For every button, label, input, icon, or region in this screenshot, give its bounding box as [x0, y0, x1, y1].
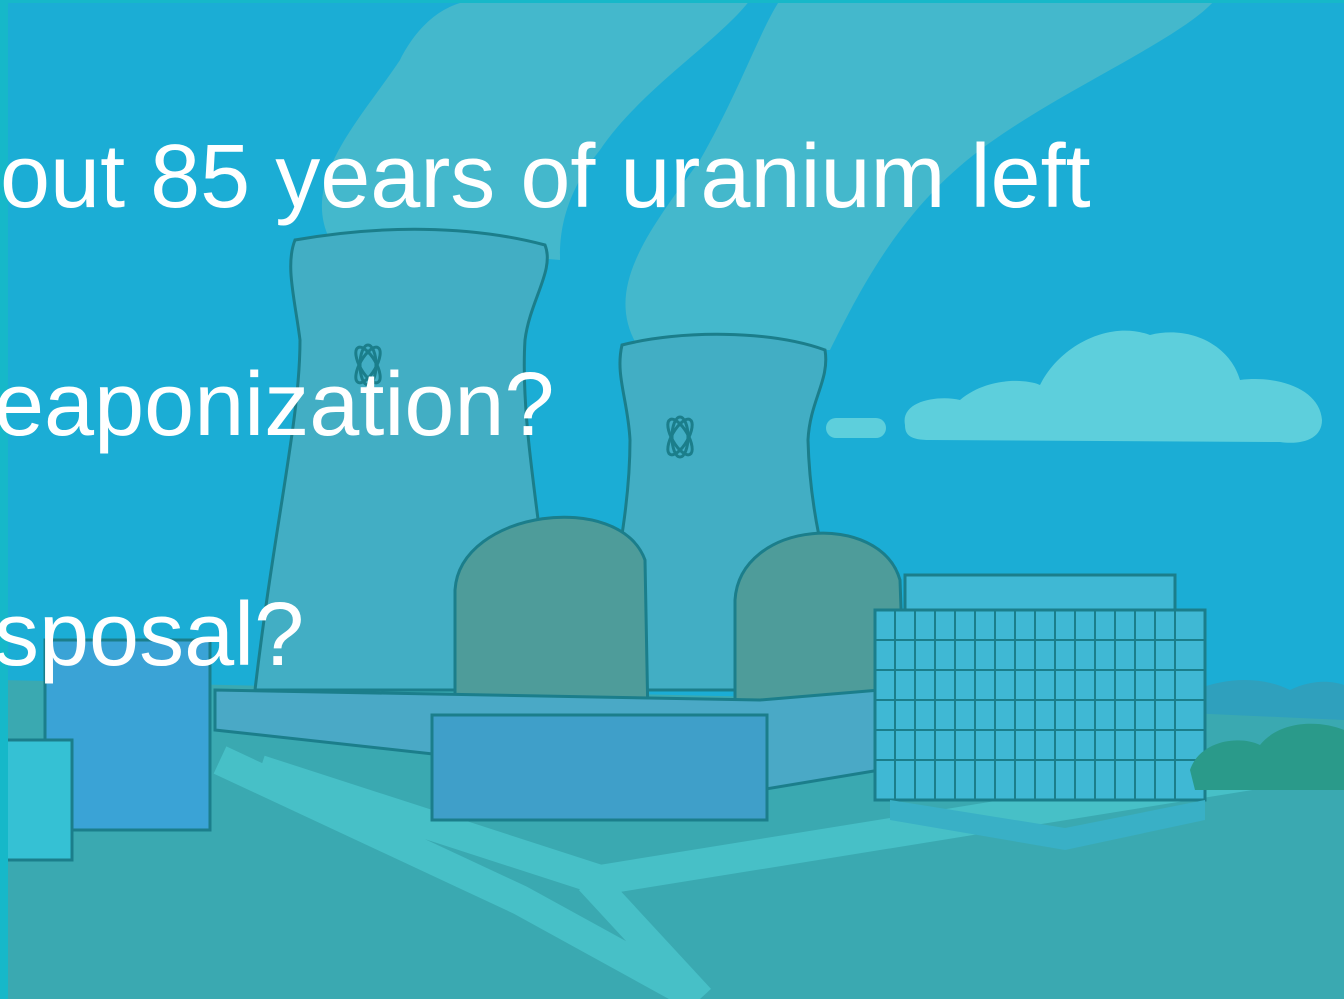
slide: out 85 years of uranium left eaponizatio…	[0, 0, 1344, 999]
bullet-text: sposal?	[0, 585, 304, 685]
bullet-text: eaponization?	[0, 355, 554, 455]
bullet-text: out 85 years of uranium left	[0, 127, 1091, 227]
page: out 85 years of uranium left eaponizatio…	[0, 0, 1344, 999]
